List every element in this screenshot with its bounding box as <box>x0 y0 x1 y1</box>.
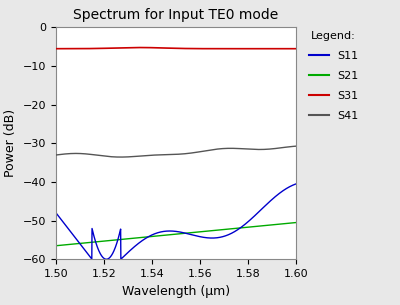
Legend: S11, S21, S31, S41: S11, S21, S31, S41 <box>306 28 361 123</box>
Title: Spectrum for Input TE0 mode: Spectrum for Input TE0 mode <box>73 8 279 22</box>
X-axis label: Wavelength (μm): Wavelength (μm) <box>122 285 230 298</box>
Y-axis label: Power (dB): Power (dB) <box>4 109 17 178</box>
